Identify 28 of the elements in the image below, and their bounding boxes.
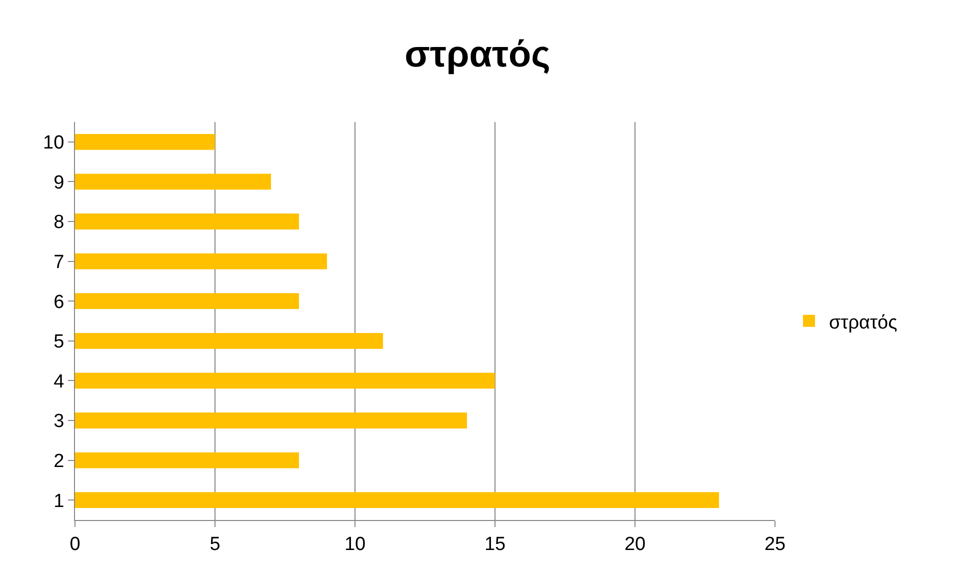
y-tick-label: 7 (54, 252, 64, 273)
y-tick-label: 8 (54, 212, 64, 234)
y-tick-label: 9 (54, 172, 64, 194)
y-tick-label: 1 (54, 490, 64, 512)
y-tick-label: 6 (54, 292, 64, 313)
bar (75, 332, 383, 349)
bar (75, 134, 215, 150)
y-tick-label: 10 (43, 132, 64, 154)
bar (75, 253, 327, 270)
x-tick-label: 15 (484, 534, 506, 555)
x-tick-label: 20 (624, 534, 646, 555)
y-tick-label: 5 (54, 332, 64, 353)
bar (75, 174, 271, 190)
x-tick-label: 25 (764, 534, 786, 555)
x-tick-label: 5 (210, 534, 220, 555)
chart-title: στρατός (404, 33, 550, 74)
x-tick-label: 0 (70, 534, 80, 555)
bar (75, 293, 299, 310)
bar (75, 214, 299, 230)
bar (75, 492, 719, 508)
y-tick-label: 2 (54, 450, 64, 472)
x-tick-label: 10 (344, 534, 366, 555)
bar (75, 372, 495, 389)
legend-label: στρατός (829, 312, 898, 334)
bar (75, 412, 467, 428)
y-tick-label: 3 (54, 411, 64, 432)
y-tick-label: 4 (54, 371, 65, 392)
bar (75, 452, 299, 468)
